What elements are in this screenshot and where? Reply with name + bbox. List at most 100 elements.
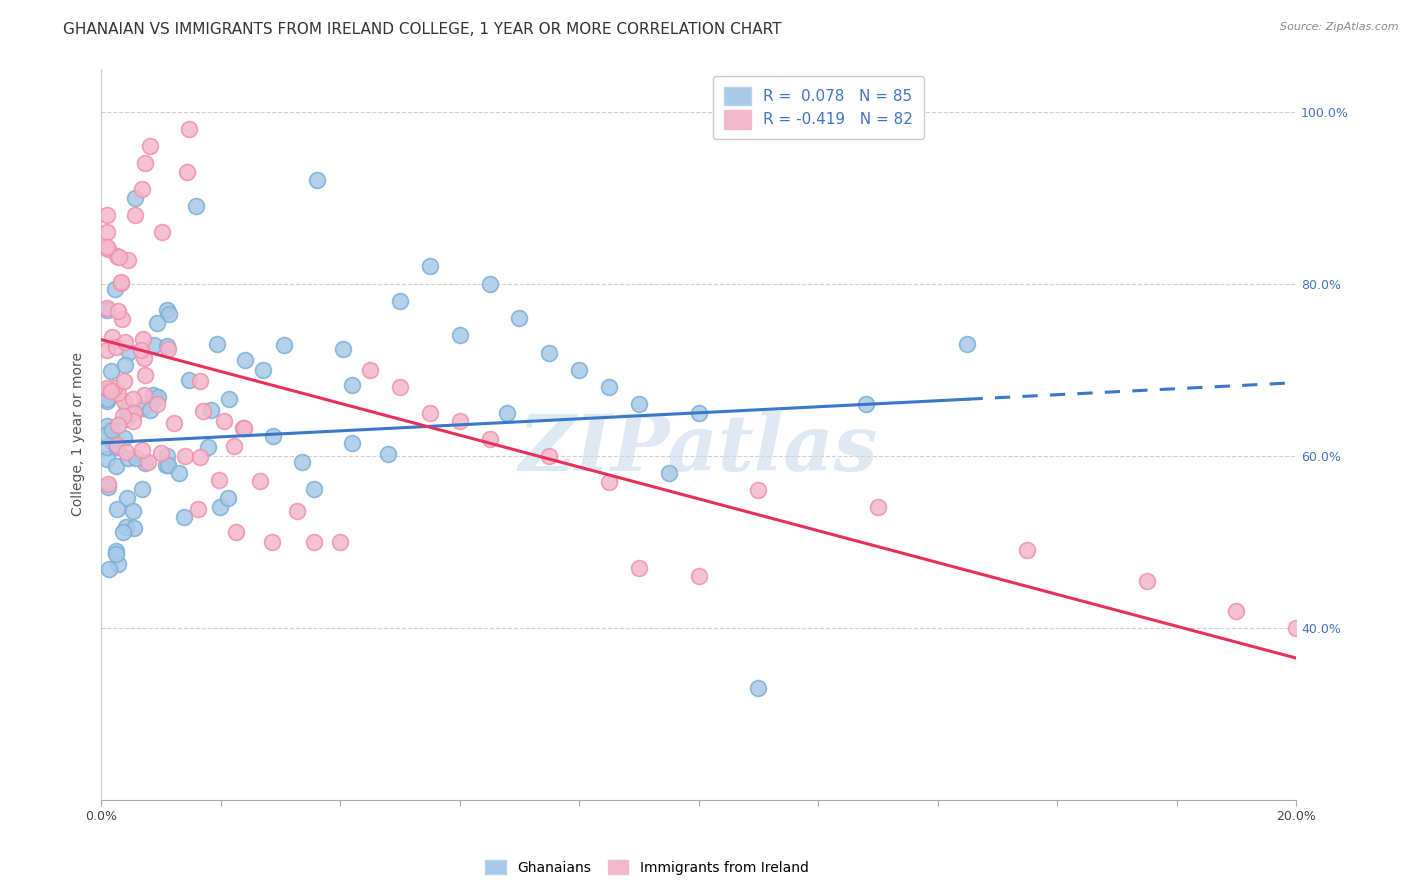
Legend: Ghanaians, Immigrants from Ireland: Ghanaians, Immigrants from Ireland bbox=[479, 855, 814, 880]
Point bbox=[114, 335, 136, 350]
Point bbox=[107, 558, 129, 572]
Point bbox=[146, 390, 169, 404]
Point bbox=[103, 435, 125, 450]
Point bbox=[191, 403, 214, 417]
Point bbox=[132, 387, 155, 401]
Point bbox=[197, 440, 219, 454]
Point bbox=[305, 173, 328, 187]
Point bbox=[132, 401, 155, 416]
Point bbox=[105, 440, 128, 454]
Text: ZIPatlas: ZIPatlas bbox=[519, 410, 879, 487]
Point bbox=[232, 421, 254, 435]
Point bbox=[115, 520, 138, 534]
Point bbox=[96, 419, 118, 434]
Point bbox=[110, 275, 132, 289]
Point bbox=[1344, 651, 1367, 665]
Point bbox=[252, 363, 274, 377]
Point bbox=[478, 277, 501, 291]
Point bbox=[1017, 543, 1039, 558]
Point bbox=[114, 358, 136, 372]
Point bbox=[538, 449, 561, 463]
Point bbox=[273, 338, 295, 352]
Point bbox=[598, 380, 620, 394]
Point bbox=[136, 455, 159, 469]
Point bbox=[107, 250, 129, 264]
Point bbox=[110, 276, 132, 290]
Point bbox=[105, 340, 128, 354]
Point bbox=[96, 225, 118, 239]
Point bbox=[107, 417, 129, 432]
Point bbox=[101, 423, 124, 437]
Point bbox=[262, 534, 284, 549]
Point bbox=[96, 452, 118, 467]
Point bbox=[163, 417, 186, 431]
Point bbox=[121, 504, 143, 518]
Point bbox=[496, 406, 519, 420]
Point bbox=[688, 569, 710, 583]
Text: GHANAIAN VS IMMIGRANTS FROM IRELAND COLLEGE, 1 YEAR OR MORE CORRELATION CHART: GHANAIAN VS IMMIGRANTS FROM IRELAND COLL… bbox=[63, 22, 782, 37]
Point bbox=[111, 311, 134, 326]
Point bbox=[104, 458, 127, 473]
Point bbox=[146, 396, 169, 410]
Point bbox=[146, 316, 169, 330]
Point bbox=[107, 304, 129, 318]
Point bbox=[212, 414, 235, 428]
Point bbox=[105, 501, 128, 516]
Point bbox=[688, 406, 710, 420]
Point bbox=[103, 380, 125, 394]
Point bbox=[329, 534, 352, 549]
Point bbox=[97, 480, 120, 494]
Point bbox=[1225, 604, 1247, 618]
Point bbox=[131, 182, 153, 196]
Point bbox=[115, 491, 138, 505]
Point bbox=[96, 240, 118, 254]
Point bbox=[627, 397, 650, 411]
Point bbox=[117, 450, 139, 465]
Point bbox=[134, 368, 156, 383]
Point bbox=[1315, 638, 1337, 652]
Point bbox=[131, 442, 153, 457]
Point bbox=[342, 435, 364, 450]
Point bbox=[340, 378, 363, 392]
Point bbox=[956, 337, 979, 351]
Point bbox=[139, 139, 162, 153]
Point bbox=[115, 412, 138, 426]
Point bbox=[131, 343, 153, 357]
Point bbox=[112, 393, 135, 408]
Point bbox=[157, 307, 180, 321]
Point bbox=[538, 345, 561, 359]
Point bbox=[449, 328, 471, 343]
Point bbox=[332, 343, 354, 357]
Point bbox=[150, 225, 173, 239]
Point bbox=[97, 242, 120, 256]
Point bbox=[124, 208, 146, 222]
Point bbox=[101, 434, 124, 449]
Point bbox=[142, 338, 165, 352]
Point bbox=[122, 414, 145, 428]
Point bbox=[111, 409, 134, 424]
Point bbox=[249, 475, 271, 489]
Point bbox=[100, 330, 122, 344]
Point bbox=[97, 561, 120, 575]
Point bbox=[449, 414, 471, 428]
Point bbox=[121, 392, 143, 407]
Point bbox=[179, 373, 201, 387]
Point bbox=[207, 337, 229, 351]
Point bbox=[359, 363, 381, 377]
Point bbox=[866, 500, 889, 515]
Point bbox=[200, 403, 222, 417]
Text: Source: ZipAtlas.com: Source: ZipAtlas.com bbox=[1281, 22, 1399, 32]
Point bbox=[112, 374, 135, 388]
Point bbox=[156, 343, 179, 357]
Point bbox=[188, 450, 211, 465]
Point bbox=[568, 363, 591, 377]
Point bbox=[658, 466, 681, 480]
Point bbox=[1136, 574, 1159, 588]
Point bbox=[217, 491, 239, 505]
Point bbox=[232, 421, 254, 435]
Point bbox=[388, 380, 411, 394]
Legend: R =  0.078   N = 85, R = -0.419   N = 82: R = 0.078 N = 85, R = -0.419 N = 82 bbox=[713, 76, 924, 139]
Point bbox=[112, 431, 135, 445]
Point bbox=[124, 406, 146, 420]
Point bbox=[97, 384, 120, 398]
